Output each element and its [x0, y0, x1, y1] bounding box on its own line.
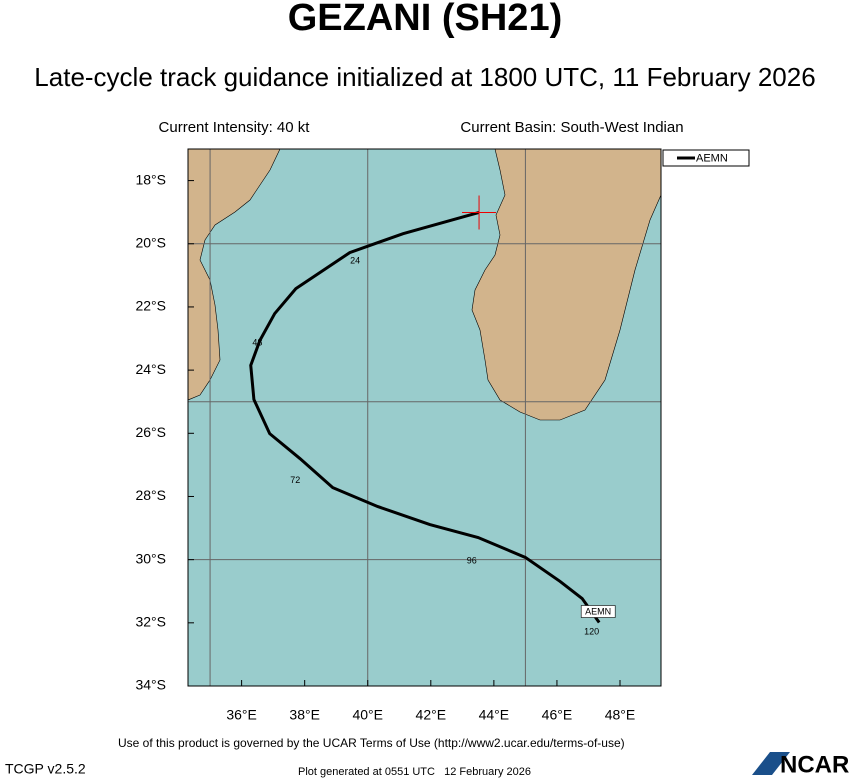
y-tick-label: 30°S	[135, 550, 166, 566]
legend-label: AEMN	[696, 152, 728, 164]
logo: NCAR	[780, 751, 849, 778]
intensity: Current Intensity: 40 kt	[159, 119, 311, 136]
frame	[187, 148, 662, 687]
legend	[662, 149, 750, 167]
track-label: AEMN	[585, 606, 611, 616]
chart-title: GEZANI (SH21)	[288, 0, 562, 39]
y-tick-label: 28°S	[135, 487, 166, 503]
y-tick-label: 22°S	[135, 298, 166, 314]
hour-label: 24	[350, 256, 360, 266]
y-tick-label: 32°S	[135, 614, 166, 630]
y-tick-label: 20°S	[135, 234, 166, 250]
x-tick-label: 48°E	[605, 707, 636, 723]
hour-label: 96	[467, 555, 477, 565]
track	[249, 211, 601, 624]
x-tick-label: 38°E	[289, 707, 320, 723]
terms: Use of this product is governed by the U…	[118, 736, 625, 750]
y-tick-label: 24°S	[135, 361, 166, 377]
x-tick-label: 40°E	[352, 707, 383, 723]
madagascar	[471, 149, 661, 421]
basin: Current Basin: South-West Indian	[460, 119, 683, 136]
x-tick-label: 36°E	[226, 707, 257, 723]
y-tick-label: 18°S	[135, 171, 166, 187]
hour-label: 120	[584, 627, 599, 637]
version: TCGP v2.5.2	[5, 761, 86, 777]
hour-label: 72	[290, 475, 300, 485]
y-tick-label: 34°S	[135, 677, 166, 693]
y-tick-label: 26°S	[135, 424, 166, 440]
generated: Plot generated at 0551 UTC 12 February 2…	[298, 766, 531, 778]
track-label-box	[580, 605, 616, 618]
hour-label: 48	[252, 338, 262, 348]
chart-subtitle: Late-cycle track guidance initialized at…	[34, 62, 815, 92]
africa	[188, 149, 281, 401]
x-tick-label: 46°E	[542, 707, 573, 723]
logo-mark	[752, 752, 790, 775]
map	[188, 149, 661, 686]
x-tick-label: 44°E	[479, 707, 510, 723]
x-tick-label: 42°E	[416, 707, 447, 723]
